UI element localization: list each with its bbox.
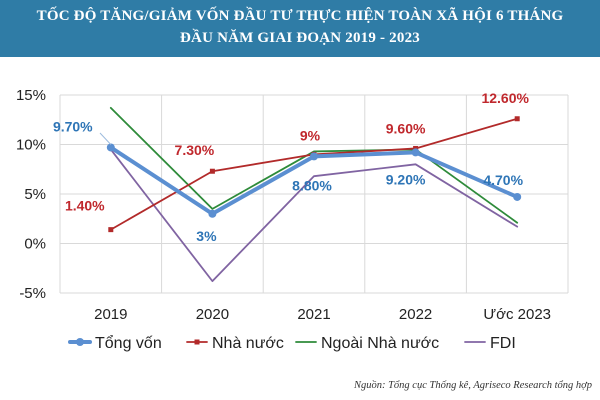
data-point-tong-von (106, 143, 115, 152)
data-point-tong-von (513, 192, 522, 201)
chart-title-line-1: TỐC ĐỘ TĂNG/GIẢM VỐN ĐẦU TƯ THỰC HIỆN TO… (36, 8, 564, 24)
x-axis-ticks: 2019 2020 2021 2022 Ước 2023 (94, 306, 551, 323)
legend: Tổng vốn Nhà nước Ngoài Nhà nước FDI (68, 334, 516, 352)
y-tick-label: 10% (16, 137, 46, 154)
x-tick-label: 2019 (94, 306, 127, 323)
data-point-tong-von (411, 148, 420, 157)
data-point-nha-nuoc (209, 168, 215, 174)
legend-label: FDI (490, 335, 516, 352)
x-tick-label: 2022 (399, 306, 432, 323)
x-tick-label: 2021 (297, 306, 330, 323)
legend-label: Ngoài Nhà nước (321, 335, 439, 352)
data-point-tong-von (310, 152, 318, 161)
y-tick-label: 5% (24, 186, 46, 203)
data-label-tong-von: 3% (196, 228, 217, 244)
data-point-nha-nuoc (108, 227, 114, 233)
legend-label: Tổng vốn (95, 334, 162, 352)
data-label-tong-von: 9.20% (386, 171, 426, 187)
line-chart: 15% 10% 5% 0% -5% 2019 2020 2021 2022 Ước 2023 1… (16, 87, 569, 352)
data-label-nha-nuoc: 9% (300, 127, 321, 143)
data-label-nha-nuoc: 7.30% (175, 142, 215, 158)
series-line-fdi (109, 148, 519, 283)
y-axis-ticks: 15% 10% 5% 0% -5% (16, 87, 46, 302)
data-label-tong-von: 8.80% (292, 177, 332, 193)
legend-marker (76, 338, 84, 346)
y-tick-label: 15% (16, 87, 46, 104)
series-line-ngoai-nha-nuoc (109, 106, 519, 224)
y-tick-label: 0% (24, 236, 46, 253)
data-labels: 1.40% 7.30% 9% 9.60% 12.60% 9.70% 3% 8.80% 9.20%… (53, 90, 530, 244)
legend-marker (194, 339, 200, 345)
legend-label: Nhà nước (212, 335, 284, 352)
data-label-nha-nuoc: 12.60% (481, 90, 529, 106)
data-label-tong-von: 4.70% (483, 172, 523, 188)
series-lines (106, 106, 522, 283)
data-point-tong-von (208, 209, 217, 218)
data-label-nha-nuoc: 9.60% (386, 120, 426, 136)
x-tick-label: 2020 (196, 306, 229, 323)
data-point-nha-nuoc (514, 116, 520, 122)
chart-title-line-2: ĐẦU NĂM GIAI ĐOẠN 2019 - 2023 (180, 30, 420, 46)
data-label-nha-nuoc: 1.40% (65, 198, 105, 214)
gridlines (59, 94, 569, 294)
y-tick-label: -5% (19, 285, 46, 302)
data-label-tong-von: 9.70% (53, 118, 93, 134)
source-note: Nguồn: Tổng cục Thống kê, Agriseco Resea… (353, 380, 592, 391)
header-banner: TỐC ĐỘ TĂNG/GIẢM VỐN ĐẦU TƯ THỰC HIỆN TO… (0, 0, 600, 57)
label-leader-line (99, 132, 112, 145)
x-tick-label: Ước 2023 (483, 306, 551, 323)
